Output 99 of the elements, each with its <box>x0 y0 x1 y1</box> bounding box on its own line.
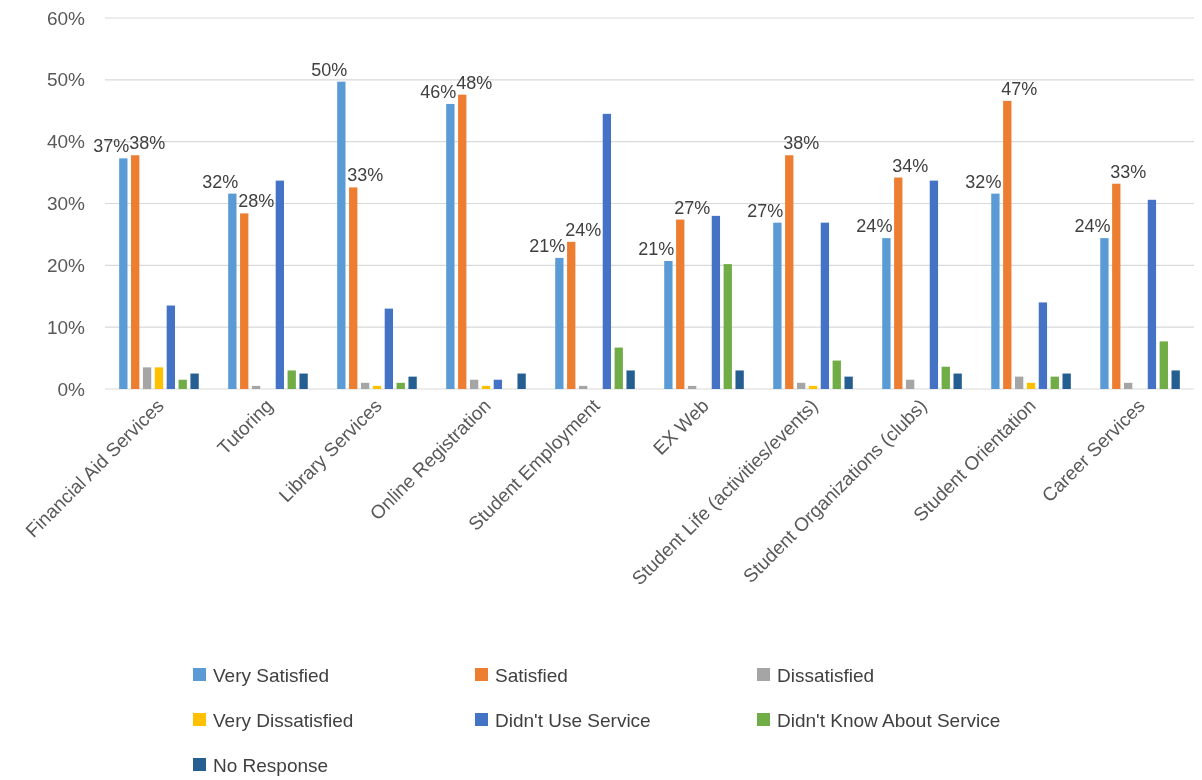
bar <box>384 308 394 389</box>
bar <box>723 264 732 389</box>
data-label: 21% <box>529 235 566 256</box>
bar <box>953 373 962 389</box>
bar <box>614 347 623 389</box>
legend-label: Very Dissatisfied <box>213 709 354 731</box>
bar <box>1159 341 1168 389</box>
legend-label: Very Satisfied <box>213 664 330 686</box>
data-label: 47% <box>1001 78 1038 99</box>
y-tick-label: 30% <box>46 193 86 214</box>
bar <box>905 379 915 389</box>
bar <box>941 366 950 389</box>
data-label: 50% <box>311 59 348 80</box>
bar <box>142 367 152 389</box>
bar <box>228 193 237 389</box>
bar <box>808 385 818 389</box>
bar <box>567 241 576 389</box>
bar <box>517 373 526 389</box>
bar <box>1015 376 1024 389</box>
bar <box>664 261 673 389</box>
data-label: 46% <box>420 81 457 102</box>
bar <box>408 376 417 389</box>
data-label: 38% <box>783 133 820 154</box>
bar <box>882 238 891 389</box>
bar <box>178 379 187 389</box>
bar <box>1050 376 1059 389</box>
data-label: 28% <box>238 191 275 212</box>
bar <box>251 385 261 389</box>
legend-label: Satisfied <box>495 664 568 686</box>
bar <box>1112 183 1121 389</box>
data-label: 32% <box>965 171 1002 192</box>
bar <box>773 222 782 389</box>
legend-label: Didn't Know About Service <box>777 709 1001 731</box>
data-label: 33% <box>1110 161 1147 182</box>
y-tick-label: 60% <box>46 7 86 29</box>
y-tick-label: 20% <box>46 254 86 276</box>
y-tick-label: 10% <box>46 316 86 338</box>
x-tick-label: EX Web <box>648 394 713 459</box>
bar <box>1026 382 1036 389</box>
bar <box>299 373 308 389</box>
bar <box>119 158 128 389</box>
bar <box>458 94 467 389</box>
bar <box>796 382 806 389</box>
bar <box>735 370 744 389</box>
data-label: 34% <box>892 155 929 176</box>
bar <box>785 155 794 389</box>
bar <box>820 222 830 389</box>
bar <box>337 81 346 389</box>
bar <box>991 193 1000 389</box>
bar <box>1100 238 1109 389</box>
legend-label: Didn't Use Service <box>495 709 651 731</box>
bar <box>1038 302 1048 389</box>
bar <box>349 187 358 389</box>
data-label: 38% <box>129 133 166 154</box>
bar <box>372 385 382 389</box>
bar <box>360 382 370 389</box>
bar <box>578 385 588 389</box>
bar <box>711 215 721 389</box>
y-tick-label: 0% <box>57 378 86 400</box>
bar <box>1062 373 1071 389</box>
bar <box>166 305 175 389</box>
data-label: 27% <box>674 197 711 218</box>
bar <box>481 385 491 389</box>
bar <box>602 113 612 389</box>
bar <box>446 103 455 389</box>
bar <box>676 219 685 389</box>
bar <box>154 367 164 389</box>
data-label: 37% <box>93 136 130 157</box>
bar <box>555 257 564 389</box>
bar <box>1147 199 1157 389</box>
data-label: 27% <box>747 200 784 221</box>
bar <box>1003 100 1012 389</box>
bar <box>929 180 939 389</box>
data-label: 32% <box>202 171 239 192</box>
data-label: 24% <box>856 216 893 237</box>
bar <box>469 379 479 389</box>
bar <box>687 385 697 389</box>
bar <box>1124 382 1133 389</box>
legend-label: Dissatisfied <box>777 664 875 686</box>
data-label: 24% <box>565 219 602 240</box>
bar <box>275 180 284 389</box>
data-label: 48% <box>456 72 493 93</box>
bar <box>844 376 853 389</box>
data-label: 21% <box>638 239 675 260</box>
bar <box>190 373 199 389</box>
bar <box>240 213 249 389</box>
y-tick-label: 40% <box>46 131 86 153</box>
data-label: 33% <box>347 165 384 186</box>
y-tick-label: 50% <box>46 69 86 91</box>
bar <box>131 155 140 389</box>
bar <box>894 177 903 389</box>
bar <box>626 370 635 389</box>
data-label: 24% <box>1074 216 1111 237</box>
bar <box>832 360 841 389</box>
bar <box>396 382 405 389</box>
bar <box>287 370 296 389</box>
bar <box>1171 370 1180 389</box>
bar <box>493 379 503 389</box>
legend-label: No Response <box>213 754 329 776</box>
